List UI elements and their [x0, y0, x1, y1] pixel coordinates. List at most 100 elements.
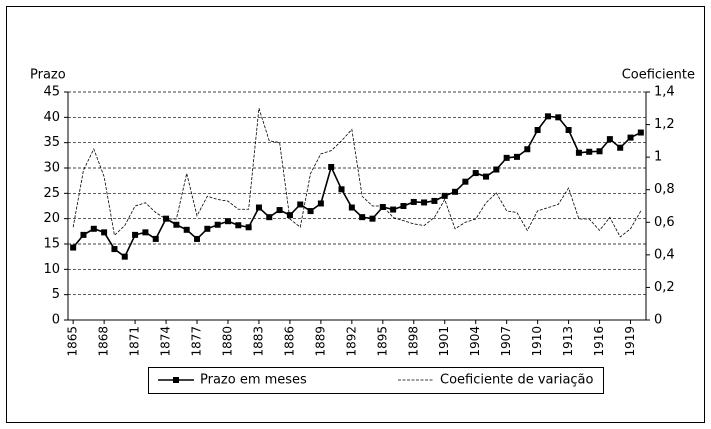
- x-tick-label: 1883: [251, 326, 265, 357]
- y2-tick-label: 0,8: [654, 182, 675, 197]
- marker: [348, 204, 355, 211]
- y2-tick-label: 1,2: [654, 117, 675, 132]
- x-tick-label: 1901: [437, 326, 451, 357]
- marker: [441, 192, 448, 199]
- marker: [617, 144, 624, 151]
- marker: [606, 136, 613, 143]
- marker: [359, 214, 366, 221]
- x-tick-label: 1898: [406, 326, 420, 357]
- y2-tick-label: 0,6: [654, 215, 675, 230]
- y-tick-label: 0: [52, 313, 60, 328]
- marker: [286, 212, 293, 219]
- x-tick-label: 1871: [128, 326, 142, 357]
- y-tick-label: 30: [43, 161, 60, 176]
- y2-axis-title: Coeficiente: [622, 68, 695, 83]
- marker: [152, 235, 159, 242]
- marker: [276, 207, 283, 214]
- y2-tick-label: 1,4: [654, 85, 675, 100]
- marker: [173, 221, 180, 228]
- marker: [379, 204, 386, 211]
- marker: [70, 244, 77, 251]
- marker: [255, 204, 262, 211]
- x-tick-label: 1868: [97, 326, 111, 357]
- marker: [307, 208, 314, 215]
- marker: [328, 163, 335, 170]
- x-tick-label: 1904: [468, 326, 482, 357]
- marker: [204, 225, 211, 232]
- y2-tick-label: 0: [654, 313, 662, 328]
- marker: [462, 178, 469, 185]
- marker: [483, 173, 490, 180]
- marker: [183, 226, 190, 233]
- series-line: [72, 108, 642, 238]
- x-tick-label: 1910: [530, 326, 544, 357]
- marker: [596, 148, 603, 155]
- marker: [245, 224, 252, 231]
- legend-label: Coeficiente de variação: [440, 373, 594, 388]
- y2-tick-label: 1: [654, 150, 662, 165]
- marker: [421, 199, 428, 206]
- marker: [317, 200, 324, 207]
- marker: [452, 188, 459, 195]
- x-tick-label: 1907: [499, 326, 513, 357]
- y2-tick-label: 0,4: [654, 247, 675, 262]
- marker: [390, 206, 397, 213]
- x-tick-label: 1886: [282, 326, 296, 357]
- y-tick-label: 40: [43, 110, 60, 125]
- marker: [410, 198, 417, 205]
- frame: [6, 6, 705, 423]
- y-tick-label: 15: [43, 237, 60, 252]
- marker: [80, 231, 87, 238]
- marker: [544, 113, 551, 120]
- marker: [555, 114, 562, 121]
- legend-label: Prazo em meses: [200, 373, 307, 388]
- marker: [90, 225, 97, 232]
- y-tick-label: 20: [43, 211, 60, 226]
- marker: [142, 229, 149, 236]
- marker: [637, 129, 644, 136]
- marker: [575, 149, 582, 156]
- x-tick-label: 1895: [375, 326, 389, 357]
- x-tick-label: 1913: [561, 326, 575, 357]
- y-tick-label: 35: [43, 135, 60, 150]
- x-tick-label: 1916: [592, 326, 606, 357]
- marker: [400, 203, 407, 209]
- y-tick-label: 10: [43, 262, 60, 277]
- marker: [493, 166, 500, 173]
- marker: [132, 231, 139, 238]
- marker: [627, 134, 634, 141]
- marker: [101, 229, 108, 236]
- y-axis-title: Prazo: [30, 68, 66, 83]
- x-tick-label: 1877: [190, 326, 204, 357]
- marker: [111, 246, 118, 253]
- marker: [121, 253, 128, 260]
- marker: [235, 222, 242, 229]
- y-tick-label: 25: [43, 186, 60, 201]
- y-tick-label: 5: [52, 287, 60, 302]
- marker: [431, 197, 438, 204]
- y-tick-label: 45: [43, 85, 60, 100]
- x-tick-label: 1919: [623, 326, 637, 357]
- marker: [266, 214, 273, 221]
- marker: [369, 215, 376, 222]
- x-tick-label: 1880: [220, 326, 234, 357]
- x-tick-label: 1892: [344, 326, 358, 357]
- marker: [194, 235, 201, 242]
- marker: [513, 153, 520, 160]
- marker: [338, 186, 345, 193]
- x-tick-label: 1865: [66, 326, 80, 357]
- marker: [586, 148, 593, 155]
- y2-tick-label: 0,2: [654, 280, 675, 295]
- legend: [148, 367, 604, 394]
- marker: [534, 127, 541, 133]
- series-line: [72, 115, 642, 258]
- marker: [565, 127, 572, 133]
- marker: [503, 154, 510, 161]
- x-tick-label: 1874: [159, 326, 173, 357]
- x-tick-label: 1889: [313, 326, 327, 357]
- marker: [297, 201, 304, 208]
- marker: [224, 218, 231, 225]
- marker: [214, 221, 221, 228]
- marker: [472, 170, 479, 177]
